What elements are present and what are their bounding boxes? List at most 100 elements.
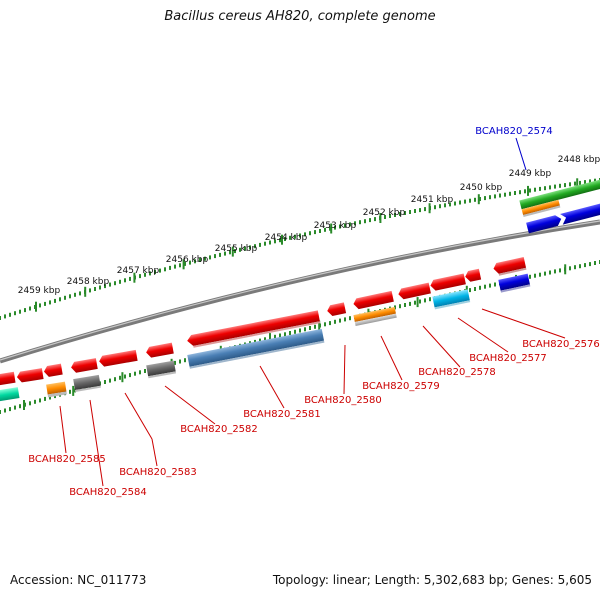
upper-scale <box>0 178 600 320</box>
scale-dot <box>264 337 266 342</box>
scale-dot <box>304 327 306 332</box>
scale-dot <box>474 197 476 202</box>
gene-feature-red[interactable] <box>70 358 98 373</box>
gene-feature-blue[interactable] <box>498 273 530 291</box>
scale-dot <box>279 238 281 243</box>
scale-dot <box>494 194 496 199</box>
scale-dot <box>344 317 346 322</box>
gene-feature-red[interactable] <box>186 310 320 346</box>
scale-dot <box>559 183 561 188</box>
gene-label[interactable]: BCAH820_2584 <box>69 487 147 498</box>
scale-dot <box>569 182 571 187</box>
gene-feature-orange[interactable] <box>46 381 67 395</box>
accession-text: Accession: NC_011773 <box>10 573 147 587</box>
gene-feature-red[interactable] <box>145 342 174 359</box>
scale-dot <box>144 369 146 373</box>
gene-label[interactable]: BCAH820_2581 <box>243 409 321 420</box>
gene-label[interactable]: BCAH820_2578 <box>418 367 496 378</box>
scale-dot <box>399 212 401 216</box>
scale-dot <box>494 282 496 287</box>
gene-feature-orange[interactable] <box>353 306 396 323</box>
scale-dot <box>179 263 181 268</box>
gene-label[interactable]: BCAH820_2585 <box>28 454 106 465</box>
scale-labels: 2448 kbp 2449 kbp 2450 kbp 2451 kbp 2452… <box>18 155 600 296</box>
scale-dot <box>504 192 506 197</box>
gene-feature-red[interactable] <box>98 349 138 367</box>
scale-dot <box>89 288 91 293</box>
scale-dot <box>74 388 76 393</box>
gene-feature-red[interactable] <box>492 256 527 275</box>
scale-label: 2458 kbp <box>67 277 110 287</box>
scale-dot <box>484 284 486 289</box>
scale-dot <box>589 179 591 184</box>
gene-label[interactable]: BCAH820_2583 <box>119 467 197 478</box>
scale-major-tick <box>121 372 124 383</box>
gene-label[interactable]: BCAH820_2574 <box>475 126 553 137</box>
gene-feature-red[interactable] <box>43 363 63 378</box>
scale-dot <box>294 329 296 334</box>
scale-dot <box>434 205 436 210</box>
scale-dot <box>269 240 271 245</box>
scale-dot <box>574 181 576 186</box>
scale-dot <box>39 398 41 403</box>
gene-feature-blue[interactable] <box>560 202 600 225</box>
gene-feature-red[interactable] <box>326 302 347 317</box>
gene-label[interactable]: BCAH820_2577 <box>469 353 547 364</box>
scale-dot <box>149 271 151 276</box>
scale-dot <box>54 298 56 303</box>
scale-dot <box>424 207 426 212</box>
scale-dot <box>19 404 21 409</box>
gene-feature-red[interactable] <box>352 290 394 310</box>
gene-label[interactable]: BCAH820_2582 <box>180 424 258 435</box>
gene-feature-red[interactable] <box>429 273 466 291</box>
scale-label: 2453 kbp <box>314 221 357 231</box>
gene-feature-shadow <box>193 321 321 348</box>
scale-dot <box>199 258 201 262</box>
gene-feature-blue[interactable] <box>526 214 563 234</box>
scale-major-tick <box>576 178 579 189</box>
gene-feature-red[interactable] <box>0 371 16 386</box>
scale-dot <box>234 249 236 254</box>
scale-dot <box>59 297 61 302</box>
scale-dot <box>119 279 121 284</box>
scale-dot <box>414 300 416 305</box>
gene-feature-cyan[interactable] <box>432 289 470 308</box>
scale-dot <box>279 333 281 338</box>
scale-major-tick <box>72 385 75 396</box>
scale-dot <box>69 389 71 394</box>
gene-feature-orange[interactable] <box>521 199 560 216</box>
scale-major-tick <box>231 246 234 257</box>
scale-dot <box>4 314 6 319</box>
scale-dot <box>14 311 16 316</box>
gene-feature-red[interactable] <box>464 268 482 283</box>
scale-label: 2456 kbp <box>166 255 209 265</box>
scale-dot <box>594 178 596 183</box>
scale-dot <box>119 375 121 380</box>
scale-dot <box>184 261 186 266</box>
scale-dot <box>324 227 326 232</box>
gene-feature-teal[interactable] <box>0 387 20 402</box>
gene-feature-gray[interactable] <box>73 374 101 390</box>
gene-feature-steel[interactable] <box>187 328 325 367</box>
scale-dot <box>109 282 111 287</box>
scale-dot <box>139 370 141 375</box>
scale-dot <box>44 396 46 401</box>
scale-dot <box>589 262 591 267</box>
scale-dot <box>254 244 256 249</box>
scale-major-tick <box>35 301 37 312</box>
scale-dot <box>419 299 421 304</box>
scale-dot <box>404 303 406 307</box>
gene-label[interactable]: BCAH820_2576 <box>522 339 600 350</box>
scale-dot <box>509 191 511 196</box>
scale-major-tick <box>330 223 333 234</box>
gene-label[interactable]: BCAH820_2580 <box>304 395 382 406</box>
scale-dot <box>299 233 301 238</box>
gene-label[interactable]: BCAH820_2579 <box>362 381 440 392</box>
gene-feature-gray[interactable] <box>146 360 176 377</box>
gene-feature-green[interactable] <box>519 177 600 210</box>
gene-feature-red[interactable] <box>397 282 431 300</box>
scale-dot <box>354 221 356 226</box>
scale-dot <box>14 405 16 410</box>
gene-feature-red[interactable] <box>16 368 44 383</box>
scale-dot <box>139 274 141 279</box>
